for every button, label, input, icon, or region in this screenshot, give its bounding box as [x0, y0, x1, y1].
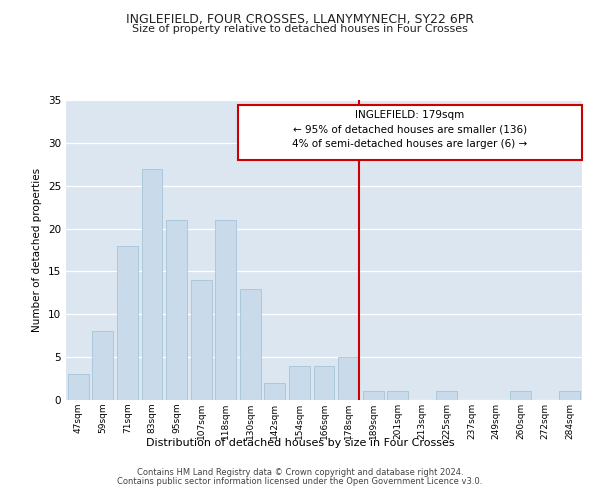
- FancyBboxPatch shape: [238, 105, 581, 160]
- Bar: [215, 220, 236, 400]
- Bar: [92, 332, 113, 400]
- Text: INGLEFIELD: 179sqm: INGLEFIELD: 179sqm: [355, 110, 464, 120]
- Text: ← 95% of detached houses are smaller (136): ← 95% of detached houses are smaller (13…: [293, 124, 527, 134]
- Bar: [240, 288, 261, 400]
- Text: Size of property relative to detached houses in Four Crosses: Size of property relative to detached ho…: [132, 24, 468, 34]
- Bar: [68, 374, 89, 400]
- Text: Contains public sector information licensed under the Open Government Licence v3: Contains public sector information licen…: [118, 476, 482, 486]
- Text: Contains HM Land Registry data © Crown copyright and database right 2024.: Contains HM Land Registry data © Crown c…: [137, 468, 463, 477]
- Bar: [191, 280, 212, 400]
- Text: 4% of semi-detached houses are larger (6) →: 4% of semi-detached houses are larger (6…: [292, 138, 527, 148]
- Text: Distribution of detached houses by size in Four Crosses: Distribution of detached houses by size …: [146, 438, 454, 448]
- Bar: [117, 246, 138, 400]
- Bar: [362, 392, 383, 400]
- Bar: [436, 392, 457, 400]
- Bar: [338, 357, 359, 400]
- Bar: [289, 366, 310, 400]
- Bar: [387, 392, 408, 400]
- Bar: [510, 392, 531, 400]
- Bar: [265, 383, 286, 400]
- Bar: [142, 168, 163, 400]
- Bar: [166, 220, 187, 400]
- Bar: [314, 366, 334, 400]
- Bar: [559, 392, 580, 400]
- Text: INGLEFIELD, FOUR CROSSES, LLANYMYNECH, SY22 6PR: INGLEFIELD, FOUR CROSSES, LLANYMYNECH, S…: [126, 12, 474, 26]
- Y-axis label: Number of detached properties: Number of detached properties: [32, 168, 43, 332]
